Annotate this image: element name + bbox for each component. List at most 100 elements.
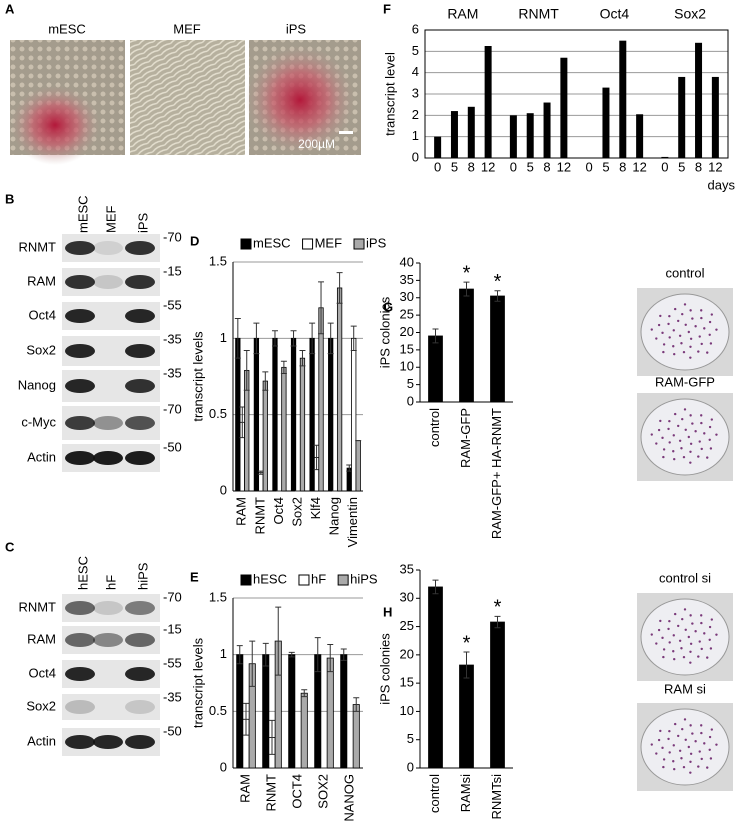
x-tick-label: 5 [451, 159, 458, 174]
colony [668, 419, 671, 423]
colony [684, 323, 687, 327]
colony [706, 456, 709, 459]
bar [619, 40, 627, 158]
bar [281, 366, 287, 492]
colony [662, 765, 665, 769]
blot-row-label: c-Myc [21, 414, 56, 429]
blot-band [93, 275, 123, 289]
blot-band [65, 379, 95, 393]
x-tick-label: control [427, 408, 442, 447]
colony [655, 752, 658, 755]
legend-swatch [337, 574, 349, 586]
bar [300, 692, 308, 769]
colony [659, 619, 662, 623]
y-axis-label: iPS colonies [377, 633, 392, 705]
colony [667, 322, 670, 326]
blot-row-label: Nanog [18, 377, 56, 392]
colony [681, 727, 684, 731]
colony [708, 333, 711, 336]
x-tick-label: 12 [481, 159, 495, 174]
colony [684, 738, 687, 742]
colony [668, 729, 671, 733]
colony [691, 732, 694, 735]
colony [680, 447, 683, 450]
colony [706, 656, 709, 659]
bar [450, 111, 458, 158]
colony [689, 442, 693, 445]
photo-label: mESC [48, 21, 86, 36]
bar [490, 295, 505, 403]
bar [484, 46, 492, 158]
bar [235, 337, 241, 492]
x-tick-label: 8 [468, 159, 475, 174]
legend-label: hF [311, 571, 326, 586]
colony [691, 422, 694, 425]
colony [708, 320, 712, 324]
blot-band [65, 601, 95, 615]
photo-label: RAM si [664, 681, 706, 696]
error-bar [494, 290, 501, 302]
y-tick-label: 0 [220, 759, 227, 774]
blot-marker: -70 [163, 589, 182, 604]
colony [661, 331, 664, 335]
blot-band [125, 275, 155, 289]
bar [351, 337, 357, 492]
photo-label: MEF [173, 21, 201, 36]
colony [684, 428, 687, 432]
legend-label: MEF [315, 235, 343, 250]
colony [706, 351, 709, 354]
x-tick-label: RAM-GFP+ HA-RNMT [489, 408, 504, 539]
colony [650, 433, 653, 436]
blot-band [93, 451, 123, 465]
error-bar [275, 606, 282, 676]
colony [650, 328, 653, 331]
colony [673, 657, 676, 661]
blot-band [125, 379, 155, 393]
colony [700, 309, 703, 312]
blot-row-label: Sox2 [26, 342, 56, 357]
bar [318, 307, 324, 492]
colony [682, 350, 686, 354]
colony [655, 442, 658, 445]
blot-row-label: Actin [27, 733, 56, 748]
y-tick-label: 0.5 [209, 703, 227, 718]
error-bar [243, 350, 250, 391]
y-tick-label: 2 [412, 107, 419, 122]
colony [668, 314, 671, 318]
x-tick-label: SOX2 [315, 774, 330, 809]
y-tick-label: 10 [400, 359, 414, 374]
colony [700, 731, 703, 735]
x-tick-label: RAM [237, 774, 252, 803]
colony [706, 766, 709, 769]
y-axis-label: transcript levels [190, 637, 205, 728]
colony [689, 614, 692, 617]
colony [680, 342, 683, 345]
y-tick-label: 20 [400, 324, 414, 339]
colony [687, 330, 691, 334]
colony [694, 325, 697, 328]
legend-label: mESC [253, 235, 291, 250]
x-tick-label: 8 [543, 159, 550, 174]
bar [428, 586, 443, 769]
colony [673, 722, 677, 726]
error-bar [327, 643, 334, 673]
colony [710, 418, 714, 421]
colony [687, 435, 691, 439]
y-tick-label: 1 [220, 330, 227, 345]
colony [703, 742, 706, 745]
colony [650, 743, 653, 746]
y-tick-label: 30 [400, 289, 414, 304]
colony [677, 624, 680, 628]
colony [677, 424, 680, 428]
group-label: RNMT [518, 6, 559, 22]
colony [689, 461, 692, 464]
y-tick-label: 0 [412, 149, 419, 164]
blot-row-label: Oct4 [29, 665, 56, 680]
blot-marker: -70 [163, 229, 182, 244]
blot-band [125, 735, 155, 749]
error-bar [336, 272, 343, 304]
group-label: RAM [447, 6, 478, 22]
bar [459, 664, 474, 769]
photo-label: iPS [286, 21, 307, 36]
x-tick-label: 5 [602, 159, 609, 174]
